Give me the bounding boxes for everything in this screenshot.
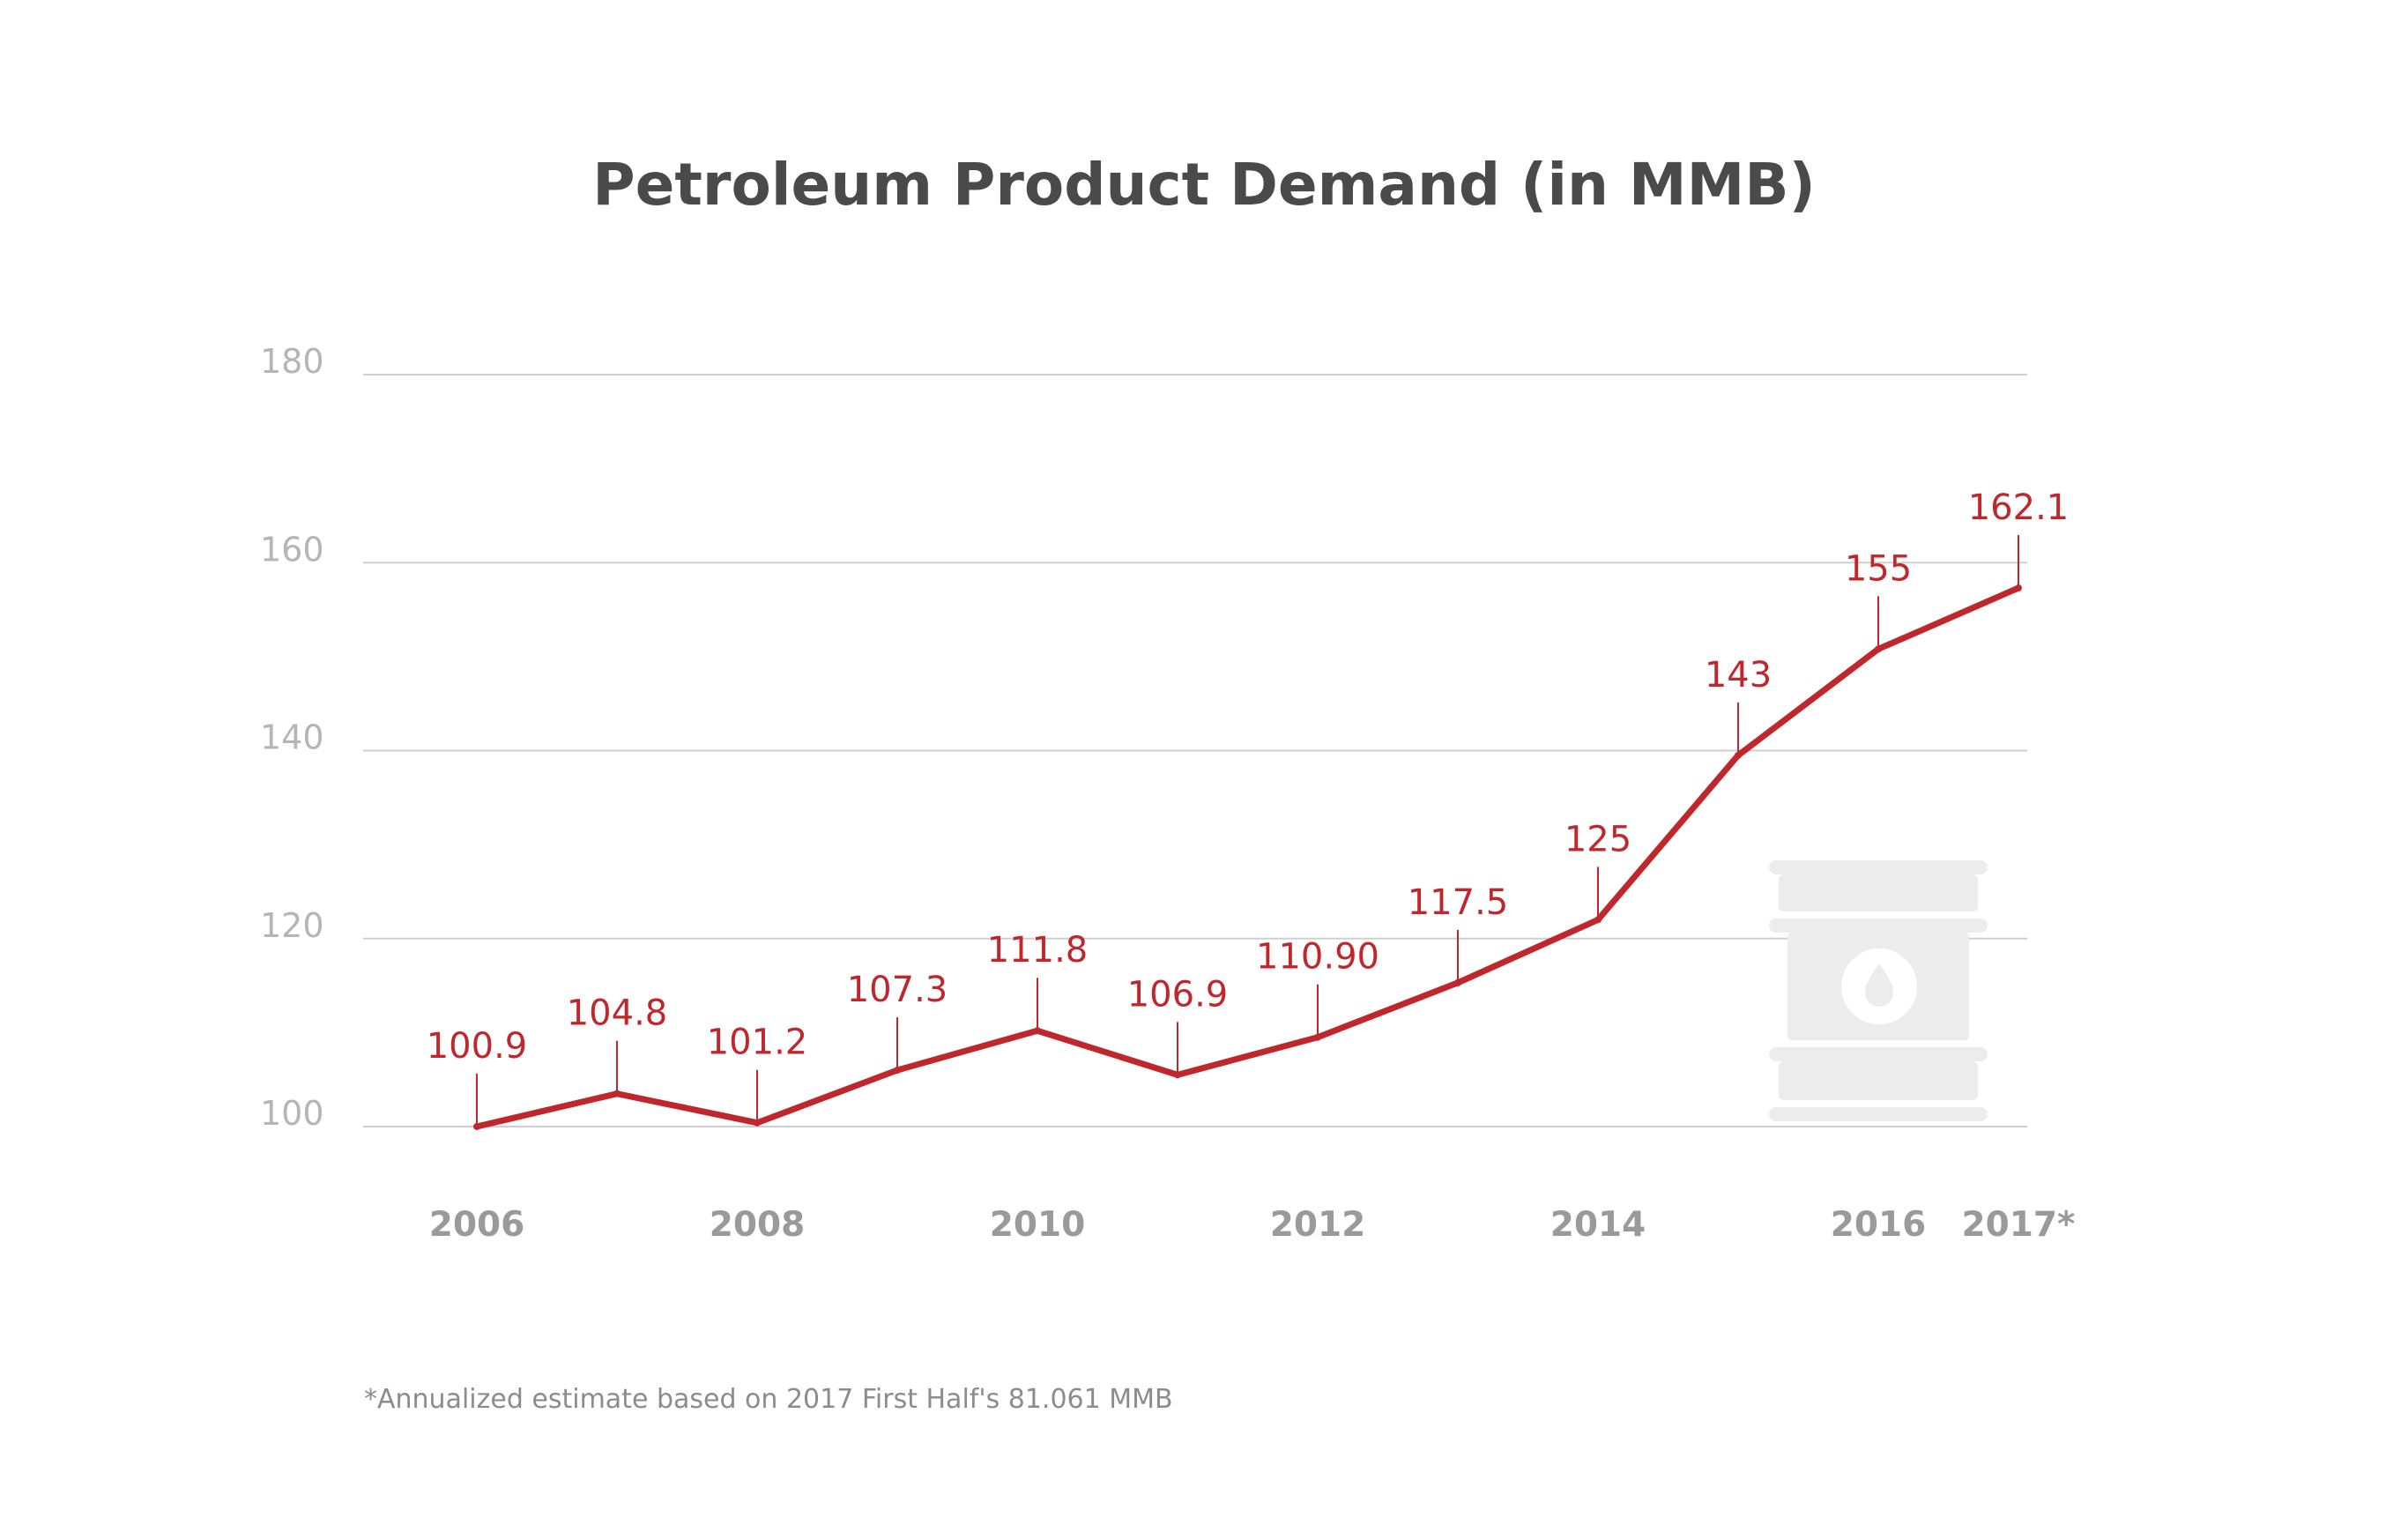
gridlines <box>363 374 2027 1127</box>
chart-title: Petroleum Product Demand (in MMB) <box>592 151 1815 219</box>
x-tick-label: 2008 <box>710 1205 806 1245</box>
y-axis-ticks: 100 120 140 160 180 <box>260 342 324 1133</box>
data-labels: 100.9 104.8 101.2 107.3 111.8 106.9 110.90 117.… <box>427 487 2070 1067</box>
data-label: 106.9 <box>1127 974 1229 1015</box>
data-label: 125 <box>1564 819 1631 859</box>
data-point <box>894 1067 901 1075</box>
x-tick-label: 2016 <box>1831 1205 1927 1245</box>
data-point <box>1875 645 1882 653</box>
data-label-leaders <box>476 535 2019 1127</box>
data-label: 117.5 <box>1408 882 1509 923</box>
x-tick-label: 2010 <box>990 1205 1086 1245</box>
data-point <box>1314 1033 1321 1041</box>
x-axis-ticks: 2006 2008 2010 2012 2014 2016 2017* <box>429 1205 2076 1245</box>
x-tick-label: 2006 <box>429 1205 525 1245</box>
y-tick-label: 100 <box>260 1094 324 1133</box>
data-point <box>754 1119 761 1127</box>
data-point <box>1034 1027 1041 1035</box>
data-label: 107.3 <box>847 970 948 1010</box>
data-point <box>2015 584 2022 592</box>
data-label: 162.1 <box>1968 487 2070 528</box>
data-label: 155 <box>1845 548 1912 589</box>
y-tick-label: 160 <box>260 530 324 569</box>
y-tick-label: 120 <box>260 906 324 945</box>
x-tick-label: 2014 <box>1550 1205 1646 1245</box>
data-label: 100.9 <box>427 1026 528 1067</box>
data-label: 101.2 <box>707 1023 808 1063</box>
x-tick-label: 2012 <box>1270 1205 1366 1245</box>
data-label: 143 <box>1705 655 1772 696</box>
y-tick-label: 180 <box>260 342 324 381</box>
series-lines <box>473 584 2022 1130</box>
series-line <box>476 584 2020 1130</box>
data-point <box>1454 978 1461 986</box>
data-point <box>1735 751 1742 759</box>
data-point <box>473 1123 480 1130</box>
data-label: 111.8 <box>987 930 1089 971</box>
oil-barrel-icon <box>1769 860 1988 1121</box>
data-label: 104.8 <box>567 993 668 1034</box>
y-tick-label: 140 <box>260 718 324 757</box>
data-point <box>613 1090 621 1097</box>
footnote: *Annualized estimate based on 2017 First… <box>364 1384 1173 1415</box>
data-label: 110.90 <box>1256 937 1379 978</box>
x-tick-label: 2017* <box>1962 1205 2076 1245</box>
data-point <box>1594 916 1602 924</box>
data-point <box>1174 1071 1181 1079</box>
